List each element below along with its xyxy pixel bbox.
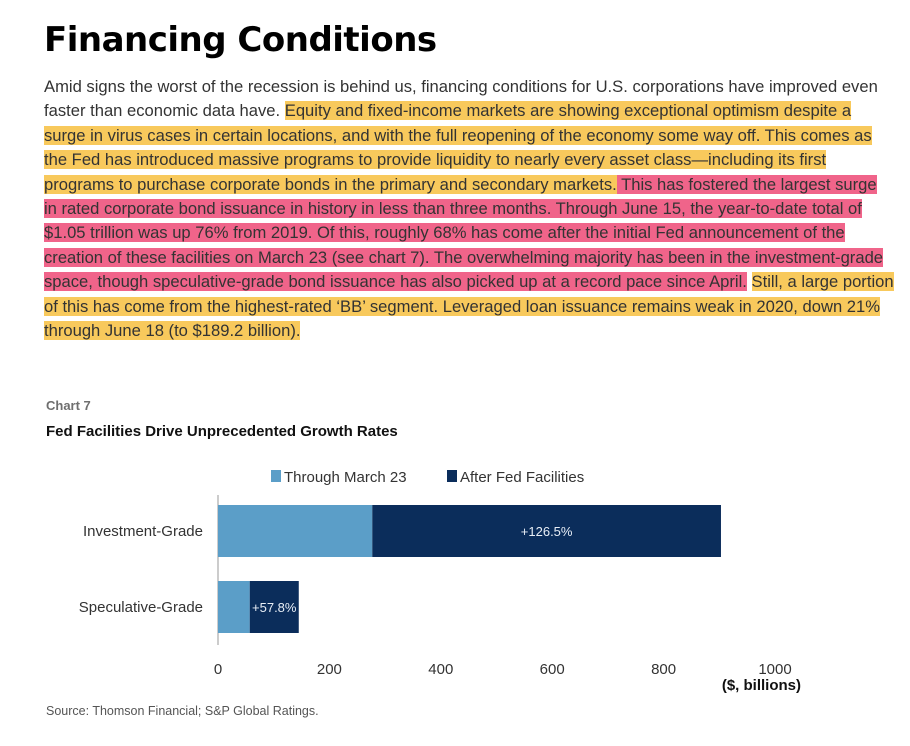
legend-swatch-through-march-23 [271, 470, 281, 482]
paragraph-plain-text: Amid signs the worst of the recession is… [44, 77, 878, 121]
x-tick-label: 400 [428, 661, 453, 678]
chart-title: Fed Facilities Drive Unprecedented Growt… [46, 423, 398, 440]
data-label: +126.5% [521, 524, 573, 539]
category-label: Speculative-Grade [79, 599, 203, 616]
x-tick-label: 600 [540, 661, 565, 678]
category-label: Investment-Grade [83, 523, 203, 540]
x-tick-label: 0 [214, 661, 222, 678]
x-tick-label: 200 [317, 661, 342, 678]
x-axis-label: ($, billions) [722, 677, 801, 694]
legend-label: Through March 23 [284, 469, 407, 486]
chart-number-label: Chart 7 [46, 398, 91, 413]
data-label: +57.8% [252, 600, 297, 615]
bar-speculative-grade-after-fed-facilities [249, 581, 299, 633]
legend-swatch-after-fed-facilities [447, 470, 457, 482]
x-tick-label: 1000 [758, 661, 791, 678]
source-note: Source: Thomson Financial; S&P Global Ra… [46, 704, 319, 718]
bar-investment-grade-through-march-23 [218, 505, 373, 557]
x-tick-label: 800 [651, 661, 676, 678]
legend-label: After Fed Facilities [460, 469, 584, 486]
page-title: Financing Conditions [44, 20, 437, 60]
bar-speculative-grade-through-march-23 [218, 581, 250, 633]
bar-investment-grade-after-fed-facilities [372, 505, 721, 557]
body-paragraph: Amid signs the worst of the recession is… [44, 75, 894, 343]
